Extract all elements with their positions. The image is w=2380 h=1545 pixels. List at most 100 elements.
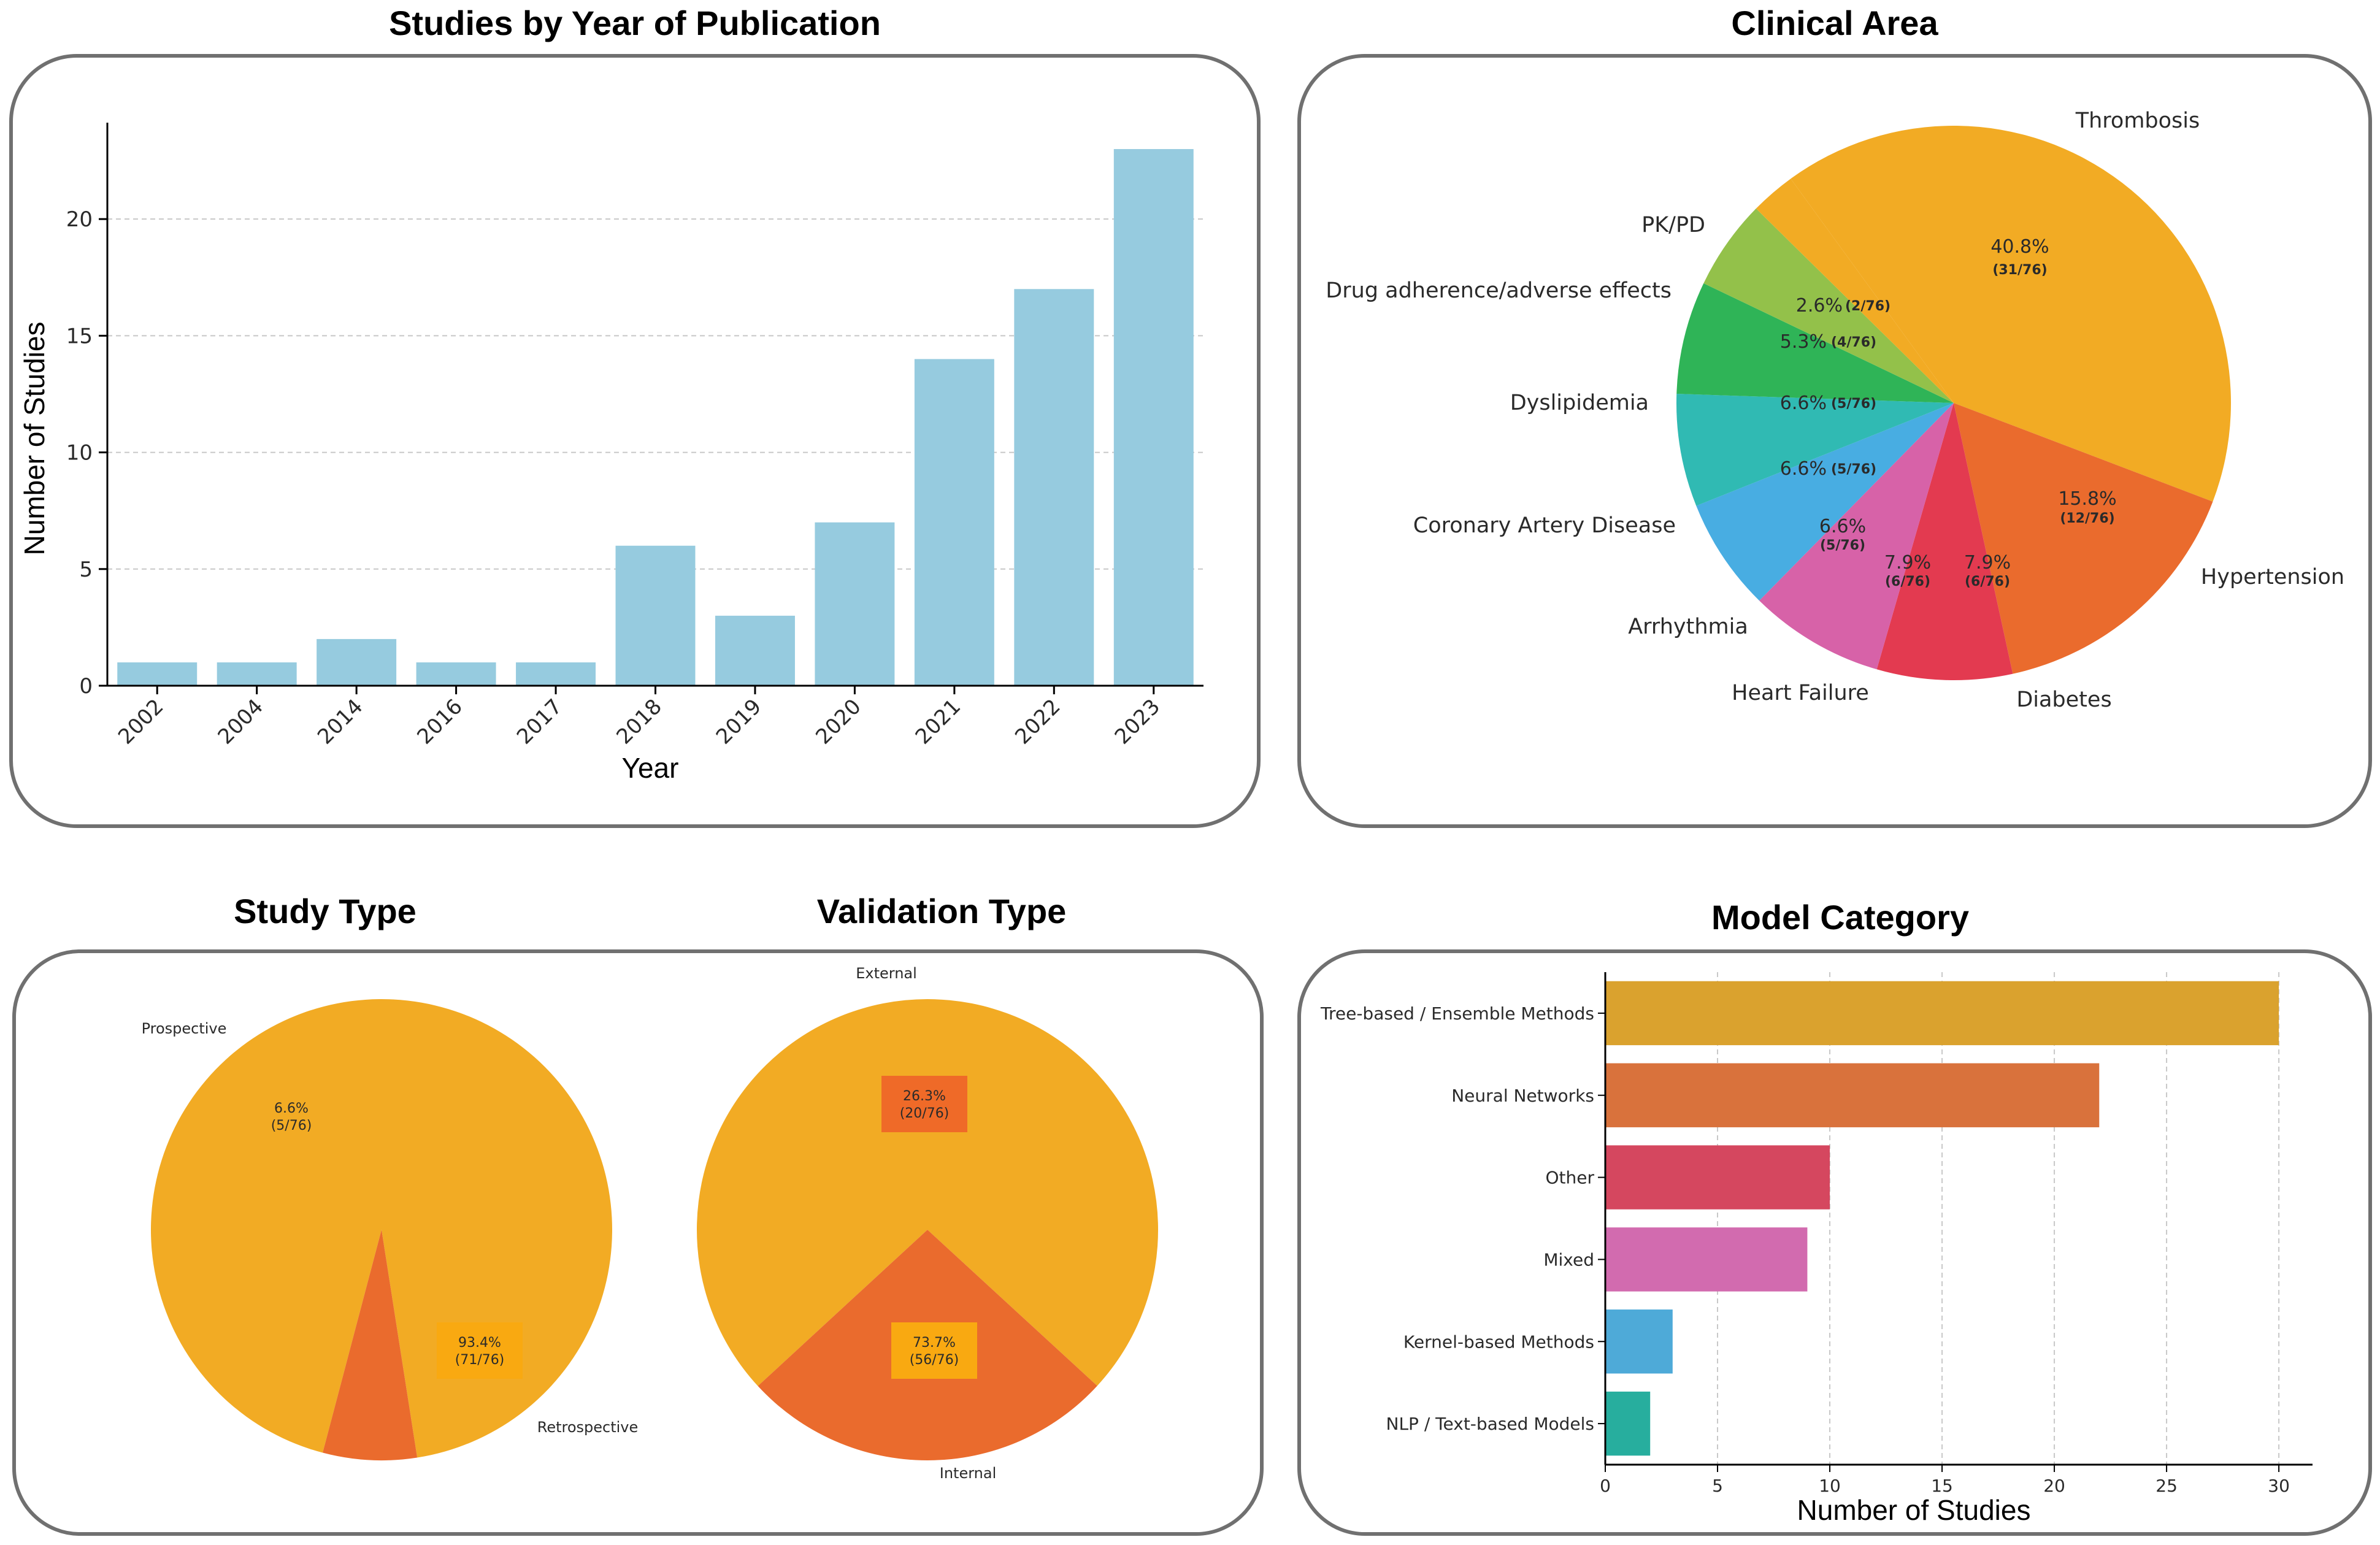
slice-count-label: (20/76) [900,1106,950,1121]
x-tick-label: 10 [1819,1476,1841,1496]
year-chart-title: Studies by Year of Publication [389,4,881,42]
y-tick-label: Neural Networks [1451,1086,1594,1106]
x-tick-label: 25 [2155,1476,2178,1496]
y-tick-label: 0 [79,674,93,699]
bar [1014,289,1094,686]
bar [1605,1309,1673,1374]
slice-percent-label: 2.6% [1796,295,1843,316]
validation-type-title: Validation Type [816,892,1067,930]
study-type-title: Study Type [234,892,416,930]
slice-label: Coronary Artery Disease [1413,513,1676,538]
slice-percent-label: 7.9% [1964,552,2011,573]
bar [615,545,696,686]
bar [416,662,496,686]
pie-slice [1876,403,2013,680]
value-box [881,1076,967,1132]
slice-count-label: (71/76) [455,1352,505,1368]
value-box [891,1322,977,1379]
pie-slice [1791,125,2232,502]
slice-count-label: (5/76) [1831,396,1876,412]
slice-label: Heart Failure [1732,681,1869,705]
bar [516,662,596,686]
slice-count-label: (2/76) [1845,299,1891,314]
x-tick-label: 5 [1712,1476,1723,1496]
slice-count-label: (5/76) [1820,538,1865,553]
y-axis-label: Number of Studies [18,322,50,556]
slice-count-label: (56/76) [910,1352,959,1368]
x-tick-label: 30 [2268,1476,2290,1496]
pie-slice [1954,403,2213,674]
model-category-panel [1297,949,2372,1536]
pie-slice [696,999,1158,1386]
y-tick-label: Mixed [1543,1249,1594,1270]
slice-percent-label: 6.6% [1819,516,1866,537]
y-tick-label: 15 [66,324,93,348]
slice-percent-label: 5.3% [1780,331,1827,353]
value-box [437,1322,523,1379]
slice-label: External [856,965,917,982]
pie-slice [323,1230,418,1460]
bar [317,638,397,686]
model-category-title: Model Category [1711,898,1970,937]
bar [715,615,795,686]
slice-percent-label: 6.6% [1780,393,1827,414]
y-tick-label: 10 [66,441,93,466]
slice-label: Dyslipidemia [1510,391,1649,415]
pie-slice [1676,394,1954,506]
pie-slice [1759,403,1954,670]
bar [117,662,198,686]
y-tick-label: NLP / Text-based Models [1386,1414,1594,1434]
slice-count-label: (5/76) [1831,462,1876,477]
slice-label: Arrhythmia [1628,615,1748,639]
slice-label: Prospective [142,1020,227,1037]
slice-label: Hypertension [2201,565,2344,589]
x-axis-label: Year [622,752,679,784]
slice-count-label: (6/76) [1885,574,1930,589]
slice-percent-label: 40.8% [1990,236,2049,258]
y-tick-label: 20 [66,207,93,232]
slice-percent-label: 73.7% [913,1335,956,1351]
bar [914,359,994,686]
slice-count-label: (4/76) [1831,335,1876,350]
slice-percent-label: 6.6% [274,1101,309,1116]
slice-label: PK/PD [1641,213,1705,237]
slice-count-label: (5/76) [271,1118,312,1133]
bar [1113,149,1194,686]
slice-count-label: (12/76) [2060,511,2114,526]
bar [1605,1391,1651,1456]
slice-percent-label: 15.8% [2058,488,2116,510]
bar [1605,1063,2100,1127]
slice-percent-label: 93.4% [458,1335,501,1351]
x-tick-label: 0 [1600,1476,1611,1496]
pie-slice [1696,403,1954,601]
slice-label: Retrospective [537,1419,639,1436]
slice-label: Drug adherence/adverse effects [1326,278,1672,303]
x-axis-label: Number of Studies [1797,1494,2031,1526]
slice-label: Internal [940,1465,997,1482]
bar [815,522,895,686]
x-tick-label: 20 [2043,1476,2065,1496]
clinical-chart-title: Clinical Area [1731,4,1938,42]
slice-count-label: (31/76) [1992,263,2047,278]
bar [1605,1227,1808,1292]
y-tick-label: Kernel-based Methods [1403,1332,1594,1352]
slice-count-label: (6/76) [1965,574,2010,589]
pie-slice [1676,283,1954,403]
y-tick-label: 5 [79,558,93,582]
y-tick-label: Other [1545,1168,1594,1188]
bar [217,662,297,686]
pie-slice [1703,209,1954,403]
y-tick-label: Tree-based / Ensemble Methods [1320,1003,1594,1024]
slice-label: Diabetes [2016,688,2111,712]
bar [1605,981,2279,1046]
slice-percent-label: 6.6% [1780,458,1827,480]
slice-percent-label: 26.3% [903,1089,946,1104]
bar [1605,1145,1830,1210]
slice-percent-label: 7.9% [1884,552,1931,573]
slice-label: Thrombosis [2075,109,2200,133]
